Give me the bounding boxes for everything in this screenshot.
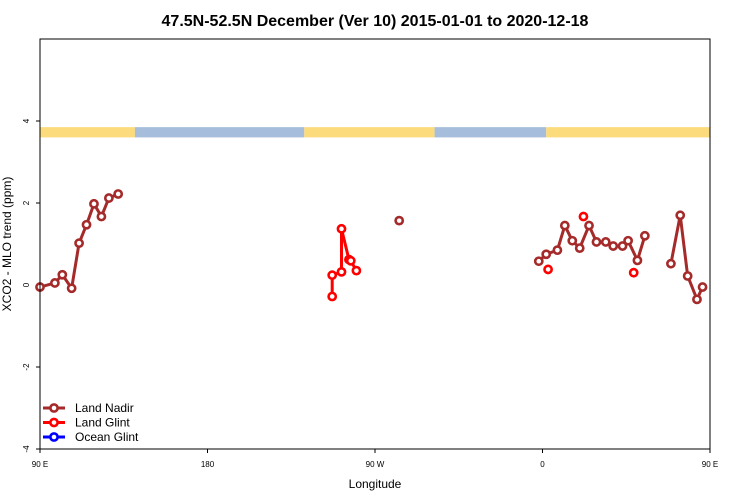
land-glint-point [327, 270, 338, 281]
land-nadir-point [608, 241, 619, 251]
band-segment-land [546, 127, 710, 138]
land-glint-point [336, 266, 347, 277]
land-nadir-point [96, 211, 107, 222]
y-tick-label: 0 [22, 282, 31, 287]
land-glint-point [336, 223, 347, 234]
legend-label-land-glint: Land Glint [75, 416, 130, 430]
plot-series [35, 189, 708, 305]
land-glint-point [345, 255, 356, 266]
x-tick-label: 90 E [702, 460, 718, 469]
x-tick-label: 90 E [32, 460, 48, 469]
y-tick-label: -2 [22, 363, 31, 371]
chart-title: 47.5N-52.5N December (Ver 10) 2015-01-01… [162, 13, 589, 30]
land-nadir-point [559, 220, 570, 231]
land-nadir-point [81, 219, 92, 230]
land-nadir-point [591, 237, 602, 247]
land-nadir-point [666, 258, 676, 269]
land-nadir-point [66, 283, 77, 294]
land-nadir-point [49, 278, 60, 288]
land-nadir-point [552, 245, 563, 256]
x-axis-label: Longitude [349, 477, 402, 491]
land-nadir-point [600, 237, 611, 247]
land-nadir-point [113, 189, 124, 199]
land-glint-point [327, 291, 338, 302]
land-nadir-point [574, 243, 585, 253]
land-nadir-point [617, 241, 628, 251]
x-tick-label: 0 [540, 460, 545, 469]
land-ocean-band [40, 127, 710, 138]
legend-marker-land-glint [49, 417, 59, 428]
land-nadir-point [57, 269, 68, 280]
band-segment-land [304, 127, 435, 138]
land-nadir-point [623, 235, 634, 246]
land-glint-point [628, 267, 639, 278]
legend-marker-land-nadir [49, 403, 59, 413]
land-nadir-point [584, 220, 594, 231]
band-segment-ocean [134, 127, 305, 138]
legend-marker-ocean-glint [49, 432, 59, 442]
land-glint-point [351, 265, 362, 276]
legend-label-ocean-glint: Ocean Glint [75, 430, 139, 444]
y-tick-label: -4 [22, 445, 31, 453]
land-glint-point [543, 264, 553, 275]
x-tick-label: 90 W [366, 460, 385, 469]
land-nadir-point [89, 198, 99, 209]
land-nadir-point [692, 294, 702, 305]
band-segment-ocean [434, 127, 547, 138]
land-glint-point [578, 211, 589, 222]
land-nadir-point [74, 238, 84, 249]
y-tick-label: 4 [22, 118, 31, 123]
land-nadir-point [697, 282, 708, 292]
y-axis-label: XCO2 - MLO trend (ppm) [0, 177, 14, 312]
legend-label-land-nadir: Land Nadir [75, 401, 134, 415]
land-nadir-line [39, 192, 119, 290]
y-tick-label: 2 [22, 200, 31, 205]
land-nadir-point [639, 230, 650, 241]
land-nadir-point [567, 235, 578, 246]
land-nadir-point [394, 215, 405, 226]
land-nadir-point [682, 271, 693, 281]
band-segment-land [40, 127, 135, 138]
land-nadir-point [632, 255, 643, 266]
land-nadir-point [541, 249, 552, 260]
land-nadir-point [103, 193, 114, 203]
x-tick-label: 180 [201, 460, 215, 469]
land-nadir-point [675, 210, 686, 221]
plot-frame [39, 38, 711, 450]
land-nadir-point [533, 256, 544, 267]
